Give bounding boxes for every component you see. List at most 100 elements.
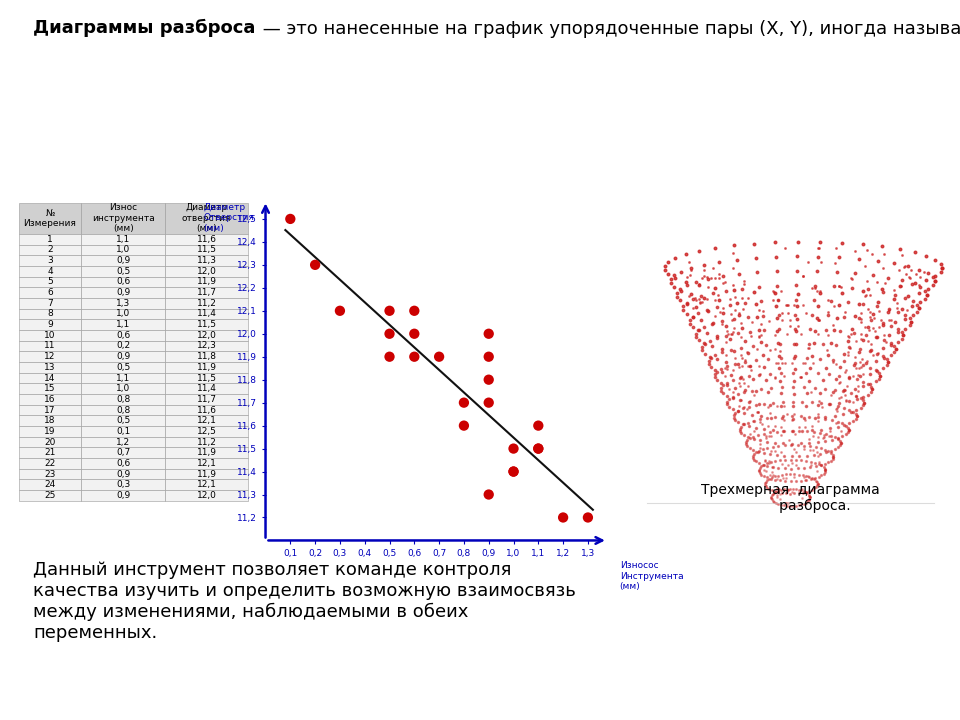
Point	[752, 282, 767, 293]
Point	[768, 357, 783, 369]
Point	[849, 410, 864, 422]
Point	[888, 316, 903, 328]
Point	[783, 475, 799, 487]
Point	[759, 460, 775, 472]
Point	[835, 431, 851, 442]
Point	[762, 344, 778, 356]
Point	[481, 351, 496, 362]
Point	[841, 395, 856, 407]
Point	[826, 319, 841, 330]
Point	[726, 412, 741, 423]
Point	[694, 297, 709, 308]
Point	[868, 376, 883, 387]
Point	[765, 286, 780, 297]
Point	[802, 492, 817, 503]
Point	[789, 446, 804, 458]
Point	[737, 354, 753, 366]
Point	[828, 340, 844, 351]
Point	[902, 312, 918, 324]
Point	[727, 304, 742, 315]
Point	[790, 236, 805, 248]
Point	[838, 428, 853, 440]
Point	[881, 314, 897, 325]
Point	[838, 420, 853, 431]
Point	[810, 412, 826, 423]
Point	[718, 362, 733, 374]
Point	[784, 457, 800, 469]
Point	[736, 275, 752, 287]
Point	[702, 351, 717, 362]
Point	[766, 294, 781, 305]
Point	[866, 312, 881, 324]
Point	[911, 302, 926, 314]
Point	[855, 334, 871, 346]
Point	[775, 487, 790, 499]
Point	[878, 336, 894, 348]
Point	[784, 414, 800, 426]
Point	[877, 277, 893, 289]
Point	[719, 325, 734, 337]
Point	[793, 410, 808, 422]
Point	[749, 407, 764, 418]
Point	[785, 396, 801, 408]
Point	[821, 307, 836, 318]
Point	[776, 484, 791, 495]
Point	[793, 328, 808, 340]
Point	[726, 364, 741, 375]
Point	[699, 328, 714, 339]
Point	[771, 469, 786, 481]
Point	[750, 266, 765, 278]
Point	[762, 399, 778, 410]
Point	[719, 320, 734, 332]
Point	[841, 349, 856, 361]
Point	[814, 424, 829, 436]
Point	[704, 361, 719, 372]
Point	[751, 429, 766, 441]
Point	[900, 304, 915, 315]
Point	[828, 258, 843, 269]
Point	[842, 418, 857, 429]
Point	[870, 255, 885, 266]
Point	[920, 284, 935, 295]
Point	[787, 375, 803, 387]
Point	[733, 395, 749, 406]
Point	[848, 310, 863, 322]
Point	[860, 303, 876, 315]
Point	[720, 361, 735, 372]
Point	[768, 498, 783, 509]
Point	[736, 387, 752, 398]
Point	[731, 400, 746, 412]
Point	[752, 416, 767, 428]
Point	[852, 298, 867, 310]
Point	[809, 446, 825, 458]
Point	[876, 352, 892, 364]
Point	[752, 369, 767, 380]
Point	[715, 277, 731, 289]
Point	[847, 383, 862, 395]
Point	[903, 316, 919, 328]
Point	[828, 432, 843, 444]
Point	[836, 348, 852, 360]
Point	[831, 377, 847, 388]
Point	[761, 315, 777, 326]
Point	[896, 330, 911, 341]
Point	[713, 363, 729, 374]
Point	[798, 367, 813, 379]
Point	[806, 338, 822, 349]
Point	[798, 400, 813, 412]
Point	[785, 426, 801, 437]
Point	[725, 391, 740, 402]
Point	[851, 380, 866, 392]
Point	[794, 454, 809, 466]
Point	[837, 390, 852, 401]
Point	[903, 264, 919, 276]
Point	[826, 451, 841, 463]
Point	[764, 490, 780, 501]
Point	[775, 382, 790, 393]
Point	[801, 470, 816, 482]
Point	[760, 401, 776, 413]
Point	[780, 486, 795, 498]
Point	[879, 359, 895, 371]
Point	[751, 330, 766, 342]
Point	[907, 246, 923, 258]
